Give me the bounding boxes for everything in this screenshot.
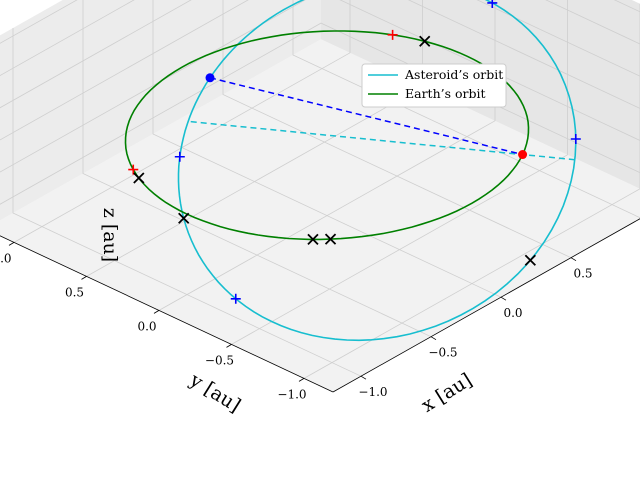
y-tick-1 [226, 344, 232, 348]
z-gridline-4 [0, 0, 640, 76]
blue-plus-marker-4 [570, 133, 581, 144]
legend: Asteroid’s orbit Earth’s orbit [361, 63, 507, 108]
legend-label-earth: Earth’s orbit [405, 86, 486, 101]
y-gridline-2 [158, 0, 496, 311]
x-tick-label-2: 0.0 [503, 306, 522, 320]
z-gridline-3 [0, 0, 640, 109]
y-tick-4 [8, 242, 15, 246]
y-gridline-1 [231, 0, 568, 345]
y-tick-label-4: 1.0 [0, 251, 12, 265]
grid-layer [0, 0, 640, 379]
blue-plus-marker-5 [487, 0, 498, 8]
x-tick-label-1: −0.5 [428, 346, 457, 360]
x-gridline-2 [152, 0, 502, 298]
z-axis-label: z [au] [99, 208, 121, 262]
y-tick-0 [298, 378, 305, 382]
z-gridline-0 [0, 22, 640, 205]
black-x-marker-8 [178, 212, 190, 224]
dot-marker-1 [518, 150, 528, 160]
x-tick-2 [500, 296, 507, 301]
x-gridline-0 [12, 28, 362, 377]
red-plus-marker-7 [128, 164, 139, 175]
y-tick-label-0: −1.0 [277, 387, 306, 401]
y-gridline-0 [303, 3, 640, 379]
y-tick-2 [153, 310, 160, 314]
x-gridline-1 [82, 0, 432, 338]
x-gridline-3 [222, 0, 572, 259]
y-gridline-4 [13, 0, 351, 243]
blue-plus-marker-2 [174, 151, 185, 162]
x-gridline-4 [292, 0, 640, 219]
black-x-marker-11 [133, 172, 145, 184]
node-line [188, 120, 575, 161]
y-tick-3 [81, 276, 87, 280]
x-tick-3 [570, 257, 577, 262]
x-axis-label: x [au] [418, 369, 476, 417]
black-x-marker-10 [419, 35, 431, 47]
x-tick-label-0: −1.0 [358, 385, 387, 399]
black-x-marker-13 [307, 233, 319, 246]
dot-marker-0 [205, 73, 215, 83]
y-tick-label-1: −0.5 [205, 353, 234, 367]
blue-plus-marker-3 [230, 293, 241, 304]
marks-layer [124, 0, 581, 342]
z-gridline-2 [0, 0, 640, 141]
y-axis-label: y [au] [185, 368, 244, 416]
back-left-pane [0, 0, 321, 221]
x-tick-label-3: 0.5 [573, 267, 592, 281]
axes-layer: −1.0−0.50.00.51.0−1.0−0.50.00.51.0−0.04−… [0, 218, 640, 401]
red-plus-marker-6 [387, 29, 398, 40]
y-tick-label-3: 0.5 [65, 285, 84, 299]
x-tick-1 [430, 336, 437, 341]
x-tick-0 [360, 375, 367, 380]
z-gridline-1 [0, 0, 640, 173]
black-x-marker-9 [524, 254, 536, 266]
link-line [209, 77, 523, 156]
y-tick-label-2: 0.0 [137, 319, 156, 333]
black-x-marker-12 [324, 233, 337, 245]
legend-label-asteroid: Asteroid’s orbit [404, 67, 503, 82]
